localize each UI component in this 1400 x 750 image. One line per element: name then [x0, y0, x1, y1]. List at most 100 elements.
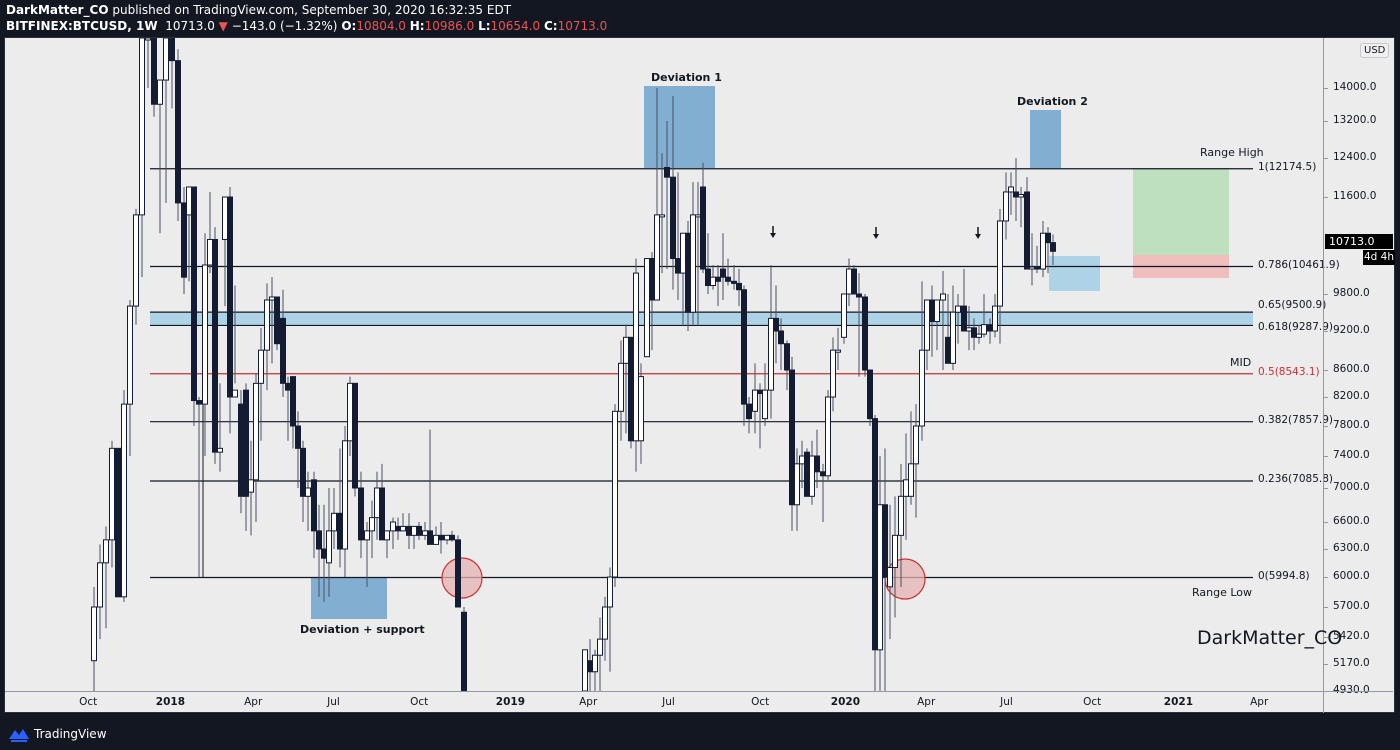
candle-up	[644, 258, 650, 358]
candle-up	[950, 311, 956, 364]
price-tick-label: 6600.0	[1333, 515, 1370, 527]
candle-up	[400, 525, 406, 532]
currency-badge[interactable]: USD	[1360, 43, 1390, 58]
candle-up	[186, 186, 192, 216]
price-tick-mark	[1324, 549, 1328, 550]
candle-up	[258, 349, 264, 384]
candle-up	[924, 299, 930, 351]
price-tick-label: 7400.0	[1333, 449, 1370, 461]
candle-down	[773, 317, 779, 332]
price-tick-mark	[1324, 426, 1328, 427]
candle-up	[411, 525, 417, 536]
price-tick-label: 6000.0	[1333, 570, 1370, 582]
candle-up	[384, 530, 390, 541]
candle-up	[369, 517, 375, 532]
time-tick-label: 2021	[1163, 696, 1194, 708]
candle-down	[1013, 191, 1019, 198]
candle-up	[913, 425, 919, 465]
candle-up	[592, 654, 598, 673]
close-value: 10713.0	[557, 19, 608, 33]
candle-up	[638, 376, 644, 442]
fib-label-1: 1(12174.5)	[1258, 160, 1317, 173]
candle-up	[217, 447, 223, 453]
candle-down	[664, 167, 670, 178]
low-label: L:	[478, 19, 491, 33]
candle-down	[685, 232, 691, 313]
candle-down	[929, 299, 935, 323]
candle-up	[841, 293, 847, 338]
candle-down	[814, 455, 820, 473]
candle-down	[406, 525, 412, 536]
price-tick-label: 6300.0	[1333, 542, 1370, 554]
time-tick-label: Oct	[79, 696, 98, 708]
tradingview-brand[interactable]: TradingView	[34, 727, 107, 741]
deviation-1-box	[644, 86, 715, 168]
candle-up	[202, 264, 208, 405]
candle-up	[582, 649, 588, 691]
candle-down	[725, 276, 731, 282]
price-tick-mark	[1324, 522, 1328, 523]
symbol-label[interactable]: BITFINEX:BTCUSD, 1W	[6, 19, 158, 33]
candle-up	[342, 440, 348, 550]
candle-up	[695, 214, 701, 218]
price-tick-mark	[1324, 607, 1328, 608]
annotation-deviation-support: Deviation + support	[300, 623, 425, 636]
candle-up	[433, 534, 439, 545]
candle-up	[326, 530, 332, 564]
price-tick-mark	[1324, 637, 1328, 638]
candle-up	[127, 305, 133, 405]
candle-down	[321, 548, 327, 559]
candle-down	[290, 376, 296, 427]
candle-down	[705, 268, 711, 287]
down-arrow-icon	[770, 233, 776, 238]
time-tick-label: Jul	[327, 696, 340, 708]
candle-up	[390, 521, 396, 532]
price-tick-label: 9800.0	[1333, 287, 1370, 299]
candle-up	[91, 606, 97, 662]
candle-down	[212, 238, 218, 453]
candle-up	[232, 389, 238, 398]
high-label: H:	[409, 19, 425, 33]
down-arrow-icon	[975, 234, 981, 239]
fib-label-0.618: 0.618(9287.9)	[1258, 321, 1333, 334]
price-tick-mark	[1324, 197, 1328, 198]
current-price-label: 10713.0	[1325, 234, 1393, 249]
time-tick-label: 2019	[495, 696, 526, 708]
price-axis[interactable]: 14000.0 13200.0 12400.0 11600.0 9800.0 9200.0…	[1323, 38, 1394, 696]
candle-up	[690, 214, 696, 313]
fib-label-0.65: 0.65(9500.9)	[1258, 299, 1327, 312]
candle-up	[121, 403, 127, 598]
deviation-support-box	[311, 578, 387, 619]
candle-down	[789, 369, 795, 506]
candle-down	[628, 336, 634, 442]
candle-down	[196, 400, 202, 405]
chart-plot-area[interactable]	[5, 38, 1323, 691]
candle-down	[169, 38, 175, 62]
author-name[interactable]: DarkMatter_CO	[6, 3, 109, 17]
price-tick-mark	[1324, 331, 1328, 332]
candle-down	[851, 268, 857, 295]
candle-down	[670, 176, 676, 260]
annotation-deviation-1: Deviation 1	[651, 71, 722, 84]
candle-down	[649, 258, 655, 301]
candle-down	[987, 324, 993, 332]
candle-down	[971, 327, 977, 338]
axis-corner	[1323, 692, 1324, 713]
price-tick-label: 5420.0	[1333, 630, 1370, 642]
candle-down	[587, 660, 593, 673]
candle-up	[997, 220, 1003, 307]
candle-up	[903, 479, 909, 497]
fib-label-0.786: 0.786(10461.9)	[1258, 258, 1340, 271]
annotation-range-high: Range High	[1200, 146, 1264, 159]
candle-down	[300, 447, 306, 497]
candle-down	[151, 38, 157, 105]
time-axis[interactable]: Oct 2018 Apr Jul Oct 2019 Apr Jul Oct 2020 Apr Jul O…	[5, 691, 1393, 713]
candle-up	[846, 268, 852, 295]
candle-down	[227, 196, 233, 398]
target-box	[1133, 168, 1229, 255]
candle-down	[820, 471, 826, 477]
candle-up	[623, 336, 629, 364]
candle-down	[461, 611, 467, 691]
candle-down	[720, 268, 726, 278]
price-tick-label: 13200.0	[1333, 114, 1377, 126]
